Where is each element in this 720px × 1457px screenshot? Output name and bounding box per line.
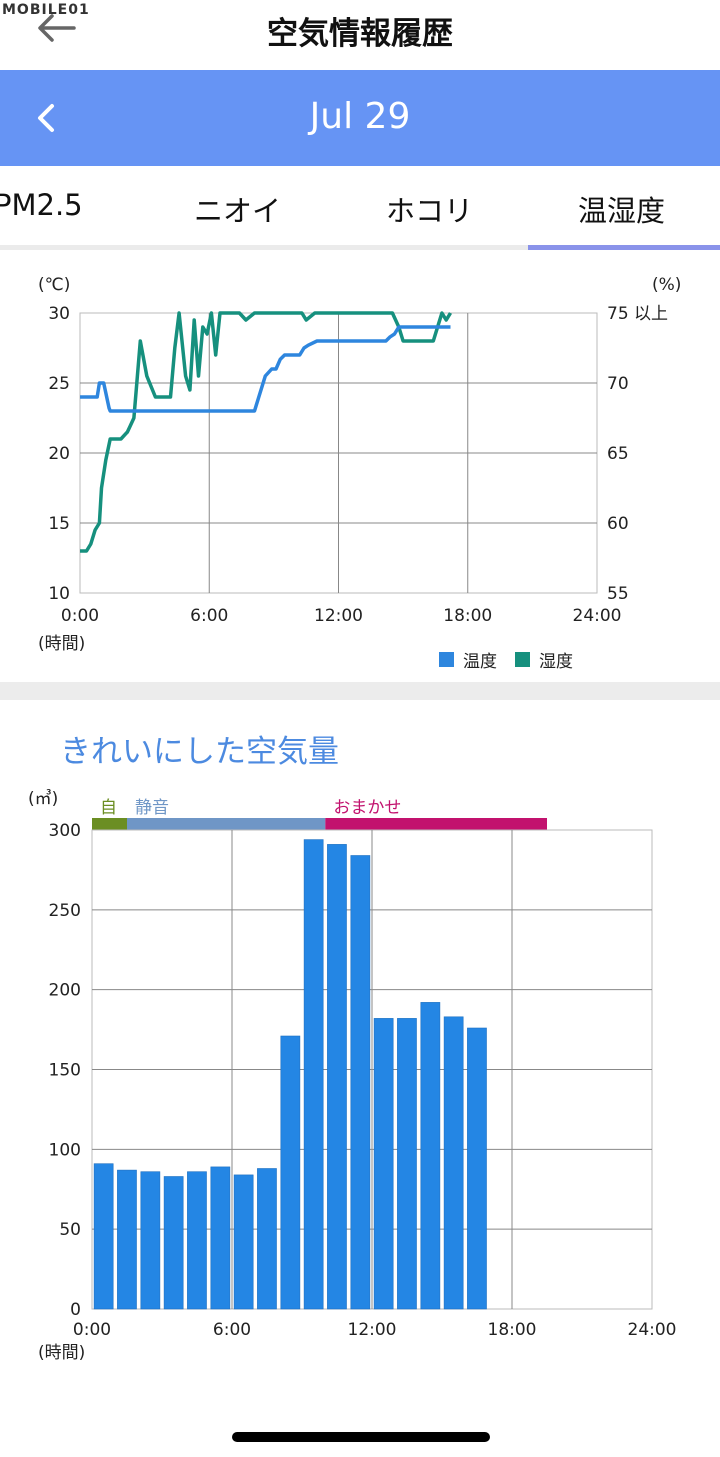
left-axis-unit: (℃) xyxy=(38,275,70,295)
bar xyxy=(397,1018,417,1310)
bar xyxy=(140,1171,161,1310)
home-indicator[interactable] xyxy=(232,1432,490,1442)
left-axis-ticks: 30 25 20 15 10 xyxy=(48,304,70,604)
bar xyxy=(327,844,347,1310)
x-tick-label: 24:00 xyxy=(628,1320,677,1340)
x-axis-unit: (時間) xyxy=(38,1343,85,1363)
bar xyxy=(350,855,371,1310)
y-right-tick-label: 70 xyxy=(607,374,629,394)
section-title: きれいにした空気量 xyxy=(60,734,339,770)
legend-temp-swatch xyxy=(439,652,454,667)
y-left-tick-label: 10 xyxy=(48,584,70,604)
page-title: 空気情報履歴 xyxy=(267,16,453,52)
x-tick-label: 24:00 xyxy=(573,606,622,626)
y-tick-label: 200 xyxy=(49,981,81,1001)
y-tick-label: 100 xyxy=(49,1140,81,1160)
x-tick-label: 18:00 xyxy=(488,1320,537,1340)
date-label: Jul 29 xyxy=(309,96,411,137)
y-right-tick-label: 55 xyxy=(607,584,629,604)
tab-pm25[interactable]: PM2.5 xyxy=(0,188,83,222)
y-axis-ticks: 300 250 200 150 100 50 0 xyxy=(49,821,81,1320)
tab-dust[interactable]: ホコリ xyxy=(386,194,474,228)
temp-humidity-chart: (℃) (%) 30 25 20 15 10 75 以上 70 65 60 55 0:00 6:0… xyxy=(38,275,681,672)
temperature-line xyxy=(80,325,451,413)
bar xyxy=(187,1171,207,1310)
mode-strip: 自静音 おまかせ xyxy=(92,798,547,830)
humidity-line xyxy=(80,311,452,553)
y-tick-label: 250 xyxy=(49,901,81,921)
date-bar: Jul 29 xyxy=(0,70,720,166)
y-right-tick-label: 75 以上 xyxy=(607,304,668,324)
right-axis-ticks: 75 以上 70 65 60 55 xyxy=(607,304,668,604)
legend-humidity-label: 湿度 xyxy=(539,652,573,672)
y-axis-unit: (㎥) xyxy=(28,789,58,809)
y-left-tick-label: 15 xyxy=(48,514,70,534)
legend-temp-label: 温度 xyxy=(463,652,497,672)
bar xyxy=(467,1027,487,1310)
bar xyxy=(257,1168,277,1310)
air-volume-chart: (㎥) 自静音 おまかせ 300 250 200 150 100 50 0 0:00 6:00 1… xyxy=(28,789,677,1363)
grid-lines xyxy=(92,830,652,1309)
x-axis-unit: (時間) xyxy=(38,634,85,654)
y-tick-label: 50 xyxy=(59,1220,81,1240)
tab-bar: PM2.5 ニオイ ホコリ 温湿度 xyxy=(0,166,720,252)
mode-label: おまかせ xyxy=(333,798,401,818)
y-tick-label: 150 xyxy=(49,1061,81,1081)
bar xyxy=(233,1174,254,1310)
y-tick-label: 300 xyxy=(49,821,81,841)
bar xyxy=(373,1018,394,1310)
legend-humidity-swatch xyxy=(515,652,530,667)
tab-underline xyxy=(0,245,720,250)
x-tick-label: 18:00 xyxy=(443,606,492,626)
bar xyxy=(420,1002,441,1310)
y-right-tick-label: 65 xyxy=(607,444,629,464)
x-tick-label: 12:00 xyxy=(348,1320,397,1340)
x-tick-label: 0:00 xyxy=(61,606,99,626)
bar xyxy=(163,1176,184,1310)
right-axis-unit: (%) xyxy=(652,275,681,295)
y-right-tick-label: 60 xyxy=(607,514,629,534)
y-left-tick-label: 30 xyxy=(48,304,70,324)
y-tick-label: 0 xyxy=(70,1300,81,1320)
chart-series xyxy=(80,311,452,553)
y-left-tick-label: 25 xyxy=(48,374,70,394)
mode-label: 静音 xyxy=(135,798,169,818)
bar xyxy=(280,1035,301,1310)
chevron-left-icon[interactable] xyxy=(30,98,66,138)
x-tick-label: 6:00 xyxy=(213,1320,251,1340)
mode-band xyxy=(92,818,127,830)
x-tick-label: 6:00 xyxy=(190,606,228,626)
x-axis-ticks: 0:00 6:00 12:00 18:00 24:00 xyxy=(61,606,622,626)
bar xyxy=(117,1169,137,1310)
mode-band xyxy=(325,818,547,830)
active-tab-indicator xyxy=(528,245,720,250)
mode-label: 自 xyxy=(100,798,117,818)
bar xyxy=(443,1016,464,1310)
bars xyxy=(93,839,487,1310)
tab-odor[interactable]: ニオイ xyxy=(194,194,282,228)
app-header: MOBILE01 空気情報履歴 xyxy=(0,0,720,70)
y-left-tick-label: 20 xyxy=(48,444,70,464)
x-tick-label: 0:00 xyxy=(73,1320,111,1340)
arrow-left-icon[interactable] xyxy=(34,8,84,48)
bar xyxy=(93,1163,114,1310)
x-axis-ticks: 0:00 6:00 12:00 18:00 24:00 xyxy=(73,1320,677,1340)
tab-temp-humidity[interactable]: 温湿度 xyxy=(578,194,666,228)
bar xyxy=(303,839,324,1310)
grid-lines xyxy=(80,313,597,593)
watermark: MOBILE01 xyxy=(2,2,90,18)
bar xyxy=(210,1166,231,1310)
section-divider xyxy=(0,682,720,700)
x-tick-label: 12:00 xyxy=(314,606,363,626)
mode-band xyxy=(127,818,326,830)
